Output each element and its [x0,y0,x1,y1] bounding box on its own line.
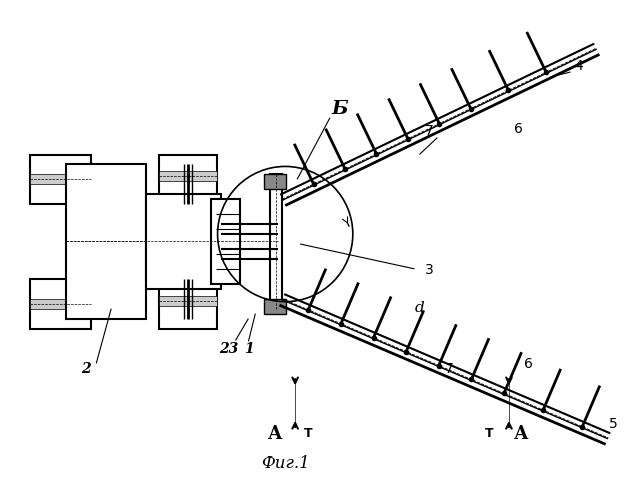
Text: 6: 6 [515,122,524,135]
Bar [264,175,286,190]
Text: Т: Т [484,427,493,440]
Text: 23: 23 [219,342,238,356]
Text: 3: 3 [425,263,434,276]
Bar [211,200,241,284]
Bar [67,165,146,319]
Text: 7: 7 [425,123,434,137]
Bar [159,172,216,182]
Bar [29,175,92,185]
Text: 4: 4 [574,59,583,73]
Bar [159,296,216,306]
Text: А: А [514,424,528,442]
Bar [29,279,92,329]
Bar [146,195,221,289]
Text: 2: 2 [81,362,91,376]
Text: Б: Б [332,100,348,118]
Text: 7: 7 [445,362,454,376]
Bar [29,155,92,205]
Text: Т: Т [304,427,312,440]
Text: 5: 5 [609,416,618,430]
Text: d: d [415,300,424,314]
Bar [159,155,216,205]
Text: Фиг.1: Фиг.1 [261,454,310,471]
Text: 1: 1 [244,342,253,356]
Bar [270,175,282,309]
Text: А: А [268,424,282,442]
Bar [29,299,92,309]
Text: 6: 6 [524,357,533,370]
Bar [159,279,216,329]
Bar [264,299,286,314]
